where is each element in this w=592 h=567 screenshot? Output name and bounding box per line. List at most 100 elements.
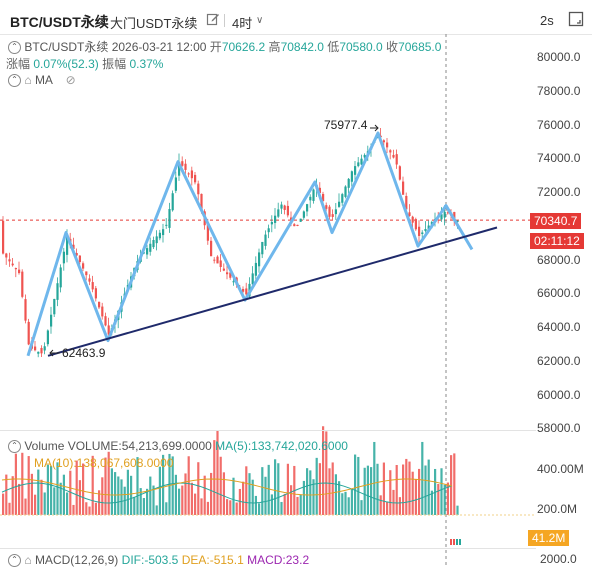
alert-icon[interactable]: ⌂: [24, 553, 32, 567]
volume-bar: [354, 454, 357, 515]
volume-bar: [110, 468, 113, 515]
high-value: 70842.0: [280, 40, 324, 54]
change-label: 涨幅: [6, 57, 31, 71]
volume-bar: [440, 468, 443, 515]
volume-value: VOLUME:54,213,699.0000: [67, 439, 212, 453]
candle-body: [453, 212, 456, 219]
candle-body: [40, 347, 43, 354]
candle-body: [440, 214, 443, 220]
volume-bar: [450, 455, 453, 515]
volume-bar: [453, 453, 456, 515]
volume-bar: [174, 474, 177, 515]
interval-selector[interactable]: 4时: [232, 16, 253, 31]
candle-body: [446, 212, 449, 214]
chart-canvas[interactable]: [0, 34, 592, 567]
volume-bar: [296, 496, 299, 515]
candle-body: [386, 142, 389, 148]
fullscreen-icon[interactable]: [568, 11, 584, 27]
candle-body: [107, 325, 110, 335]
volume-bar: [299, 494, 302, 515]
hide-icon[interactable]: ⊘: [65, 73, 76, 87]
collapse-icon[interactable]: ⌃: [8, 440, 21, 454]
volume-bar: [43, 492, 46, 515]
candle-body: [62, 251, 65, 264]
price-axis-tick: 60000.0: [537, 387, 581, 402]
candle-body: [200, 193, 203, 210]
chevron-down-icon[interactable]: ∨: [256, 15, 264, 26]
price-axis-tick: 80000.0: [537, 50, 581, 64]
ma-row: ⌃ ⌂ MA ⊘: [8, 73, 76, 88]
ohlc-row: ⌃ BTC/USDT永续 2026-03-21 12:00 开70626.2 高…: [8, 38, 441, 55]
candle-body: [360, 158, 363, 165]
candle-body: [405, 195, 408, 210]
volume-bar: [315, 457, 318, 515]
candle-body: [21, 271, 24, 297]
refresh-rate[interactable]: 2s: [540, 13, 554, 28]
candle-body: [261, 241, 264, 255]
candle-body: [222, 268, 225, 271]
candle-body: [101, 306, 104, 317]
symbol-title[interactable]: BTC/USDT永续: [10, 14, 109, 30]
candle-body: [174, 177, 177, 191]
collapse-icon[interactable]: ⌃: [8, 554, 21, 567]
candle-body: [216, 256, 219, 264]
low-marker-arrow: [49, 349, 60, 357]
volume-bar: [104, 457, 107, 515]
volume-ma5: MA(5):133,742,020.6000: [215, 439, 348, 453]
candle-body: [274, 215, 277, 223]
candle-body: [11, 263, 14, 266]
macd-bar: [450, 539, 452, 545]
volume-bar: [370, 467, 373, 515]
candle-body: [299, 218, 302, 222]
candle-body: [219, 260, 222, 268]
high-marker-arrow: [370, 124, 379, 132]
volume-bar: [178, 488, 181, 515]
high-annotation: 75977.4: [324, 118, 368, 132]
zigzag-drawing: [26, 131, 474, 357]
amp-value: 0.37%: [129, 57, 164, 71]
candle-body: [27, 321, 30, 345]
volume-bar: [274, 459, 277, 515]
candle-body: [443, 211, 446, 218]
volume-bar: [331, 462, 334, 515]
volume-bar: [14, 453, 17, 515]
volume-bar: [347, 497, 350, 515]
price-axis-tick: 58000.0: [537, 421, 581, 436]
candle-body: [338, 201, 341, 207]
ohlc-pair: BTC/USDT永续: [24, 40, 109, 54]
volume-bar: [341, 493, 344, 515]
candle-body: [53, 298, 56, 315]
volume-bar: [107, 451, 110, 515]
candle-body: [24, 299, 27, 321]
candle-body: [94, 288, 97, 299]
price-axis-tick: 78000.0: [537, 83, 581, 98]
candle-body: [229, 272, 232, 278]
candle-body: [232, 281, 235, 283]
candle-body: [306, 204, 309, 212]
volume-bar: [149, 476, 152, 515]
candle-body: [318, 187, 321, 194]
candle-body: [165, 224, 168, 226]
volume-bar: [264, 476, 267, 515]
volume-bar: [350, 488, 353, 515]
edit-icon[interactable]: [206, 12, 220, 26]
candle-body: [59, 267, 62, 288]
candle-body: [290, 217, 293, 221]
volume-bar: [34, 494, 37, 515]
volume-bar: [82, 463, 85, 515]
change-value: 0.07%(52.3): [33, 57, 99, 71]
volume-ma10: MA(10):138,067,608.0000: [34, 456, 174, 470]
volume-bar: [312, 479, 315, 515]
volume-bar: [322, 426, 325, 515]
candle-body: [72, 244, 75, 250]
collapse-icon[interactable]: ⌃: [8, 41, 21, 55]
volume-bar: [27, 456, 30, 515]
alert-icon[interactable]: ⌂: [24, 73, 32, 87]
candle-body: [283, 205, 286, 210]
volume-bar: [130, 475, 133, 515]
volume-bar: [376, 463, 379, 515]
candle-body: [50, 314, 53, 327]
collapse-icon[interactable]: ⌃: [8, 74, 21, 88]
volume-bar: [222, 472, 225, 515]
macd-bar: [456, 539, 458, 545]
